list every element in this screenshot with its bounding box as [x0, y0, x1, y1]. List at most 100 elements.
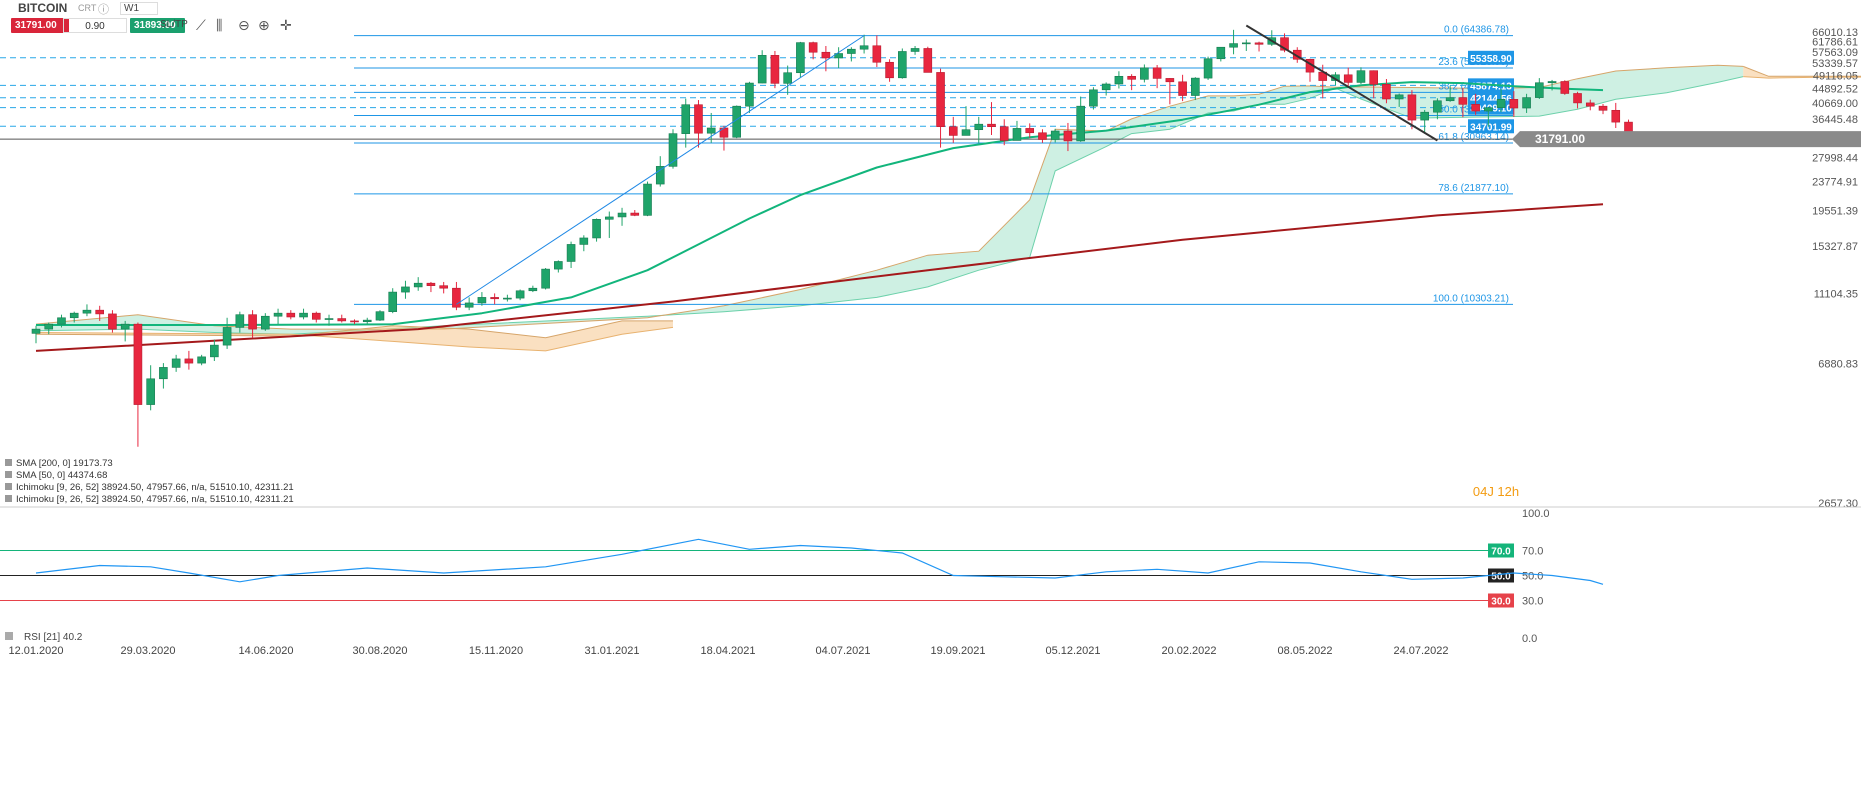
rsi-line: [35, 538, 1604, 585]
candle-body: [592, 218, 601, 239]
buy-button[interactable]: 31893.00: [130, 18, 185, 33]
candle-body: [1611, 109, 1621, 123]
countdown-label: 04J 12h: [1473, 484, 1519, 499]
legend-label: Ichimoku [9, 26, 52] 38924.50, 47957.66,…: [16, 494, 294, 505]
symbol-type[interactable]: CRT: [78, 3, 97, 13]
price-level-tag: [1468, 50, 1514, 65]
candle-body: [324, 318, 334, 320]
candle-body: [1089, 89, 1098, 107]
candle-body: [439, 285, 448, 289]
candle-body: [694, 104, 703, 134]
y-tick-label: 15327.87: [1812, 241, 1858, 253]
y-tick-label: 40669.00: [1812, 98, 1858, 110]
zoom-in-icon[interactable]: ⊕: [258, 17, 270, 33]
x-tick-label: 18.04.2021: [700, 645, 755, 657]
x-tick-label: 20.02.2022: [1161, 645, 1216, 657]
candle-body: [706, 127, 716, 134]
candle-body: [69, 312, 79, 319]
candle-body: [31, 328, 41, 334]
candle-body: [1076, 105, 1085, 142]
candle-body: [1025, 128, 1035, 134]
chart-toolbar: BITCOIN CRT ⓘ W1 31791.00 0.90 31893.00 …: [0, 0, 400, 36]
candle-body: [1050, 130, 1060, 140]
candle-body: [1203, 58, 1213, 79]
indicators-icon[interactable]: ⫼: [216, 17, 223, 33]
y-tick-label: 49116.05: [1813, 70, 1858, 82]
x-tick-label: 29.03.2020: [120, 645, 175, 657]
fib-level-label: 100.0 (10303.21): [1433, 293, 1509, 304]
candle-body: [1343, 74, 1353, 83]
price-level-value: 45874.13: [1470, 81, 1512, 92]
rsi-level-value: 30.0: [1491, 597, 1511, 608]
candle-body: [1573, 93, 1582, 104]
candle-body: [1101, 83, 1111, 91]
ichimoku-cloud-bear-edge-b: [1743, 65, 1861, 77]
candle-body: [464, 302, 474, 308]
y-tick-label: 44892.52: [1812, 84, 1858, 96]
sltp-button[interactable]: SL/TP: [160, 19, 188, 30]
candle-body: [859, 45, 869, 50]
y-tick-label: 27998.44: [1812, 153, 1858, 165]
zoom-out-icon[interactable]: ⊖: [238, 17, 250, 33]
candle-body: [1598, 105, 1608, 111]
candle-body: [783, 72, 792, 84]
symbol-name[interactable]: BITCOIN: [18, 1, 68, 15]
candle-body: [426, 282, 436, 286]
current-price-tag: [1512, 131, 1861, 148]
candle-body: [541, 268, 550, 289]
candle-body: [1140, 67, 1149, 80]
fib-level-label: 78.6 (21877.10): [1438, 183, 1509, 194]
candle-body: [273, 312, 283, 317]
candle-body: [1420, 111, 1429, 121]
candle-body: [617, 212, 627, 218]
candle-body: [1382, 84, 1391, 100]
sma-200-line: [35, 203, 1604, 352]
price-level-value: 42144.56: [1470, 94, 1512, 105]
legend-label: Ichimoku [9, 26, 52] 38924.50, 47957.66,…: [16, 482, 294, 493]
candle-body: [1178, 81, 1187, 96]
candle-body: [375, 311, 385, 321]
candle-body: [362, 319, 372, 323]
candle-body: [885, 61, 894, 79]
x-tick-label: 05.12.2021: [1045, 645, 1100, 657]
candle-body: [1433, 100, 1442, 113]
rsi-y-tick-label: 100.0: [1522, 508, 1550, 520]
candle-body: [1114, 75, 1124, 85]
line-tool-icon[interactable]: ⟋: [196, 17, 206, 33]
candle-body: [655, 166, 665, 185]
spread-field[interactable]: 0.90: [63, 18, 127, 33]
candle-body: [133, 323, 143, 405]
candle-body: [311, 312, 321, 320]
candle-body: [1484, 107, 1493, 112]
rsi-level-value: 70.0: [1491, 547, 1511, 558]
ichimoku-cloud-bull: [36, 85, 1336, 335]
x-tick-label: 08.05.2022: [1277, 645, 1332, 657]
candle-body: [401, 286, 410, 293]
x-tick-label: 15.11.2020: [469, 645, 523, 657]
candle-body: [1369, 70, 1378, 85]
candle-body: [1242, 42, 1251, 45]
candle-body: [286, 312, 296, 318]
x-tick-label: 12.01.2020: [8, 645, 63, 657]
crosshair-icon[interactable]: ✛: [280, 17, 292, 33]
candle-body: [681, 104, 691, 134]
candle-body: [337, 318, 347, 322]
candle-body: [1216, 46, 1226, 60]
y-tick-label: 6880.83: [1818, 359, 1858, 371]
sell-button[interactable]: 31791.00: [11, 18, 69, 33]
candle-body: [1191, 77, 1200, 96]
candle-body: [1356, 70, 1366, 83]
candle-body: [452, 287, 461, 308]
candle-body: [1254, 42, 1264, 45]
y-tick-label: 66010.13: [1812, 27, 1858, 39]
info-icon[interactable]: ⓘ: [98, 4, 109, 16]
candle-body: [1038, 132, 1047, 140]
candle-body: [197, 356, 206, 364]
rsi-y-tick-label: 0.0: [1522, 633, 1537, 645]
candle-body: [108, 313, 117, 330]
price-level-value: 55358.90: [1470, 54, 1512, 65]
candle-body: [872, 45, 882, 63]
interval-selector[interactable]: W1: [120, 2, 158, 15]
candle-body: [248, 314, 257, 330]
